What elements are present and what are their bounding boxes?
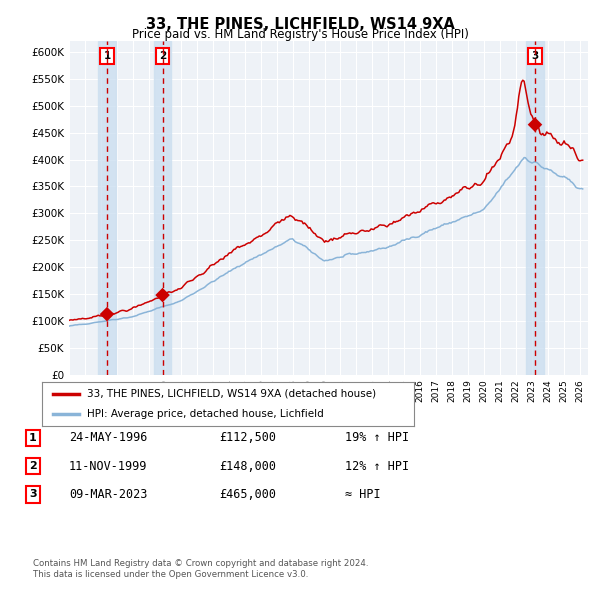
Text: 1: 1 [103,51,110,61]
Point [530,120,540,129]
Text: 3: 3 [29,490,37,499]
Text: Price paid vs. HM Land Registry's House Price Index (HPI): Price paid vs. HM Land Registry's House … [131,28,469,41]
Text: 33, THE PINES, LICHFIELD, WS14 9XA (detached house): 33, THE PINES, LICHFIELD, WS14 9XA (deta… [86,389,376,399]
Point [158,290,167,300]
Text: 3: 3 [532,51,539,61]
Text: HPI: Average price, detached house, Lichfield: HPI: Average price, detached house, Lich… [86,409,323,419]
Bar [154,41,172,375]
Text: 19% ↑ HPI: 19% ↑ HPI [345,431,409,444]
Text: 2: 2 [29,461,37,471]
Text: £465,000: £465,000 [219,488,276,501]
Text: 33, THE PINES, LICHFIELD, WS14 9XA: 33, THE PINES, LICHFIELD, WS14 9XA [146,17,454,31]
Bar [526,41,544,375]
Text: 1: 1 [29,433,37,442]
Text: Contains HM Land Registry data © Crown copyright and database right 2024.: Contains HM Land Registry data © Crown c… [33,559,368,568]
Point [102,309,112,319]
Text: This data is licensed under the Open Government Licence v3.0.: This data is licensed under the Open Gov… [33,571,308,579]
Text: £112,500: £112,500 [219,431,276,444]
Text: 11-NOV-1999: 11-NOV-1999 [69,460,148,473]
Text: 24-MAY-1996: 24-MAY-1996 [69,431,148,444]
Bar [98,41,116,375]
Text: 2: 2 [159,51,166,61]
Text: 12% ↑ HPI: 12% ↑ HPI [345,460,409,473]
Text: £148,000: £148,000 [219,460,276,473]
Text: 09-MAR-2023: 09-MAR-2023 [69,488,148,501]
Text: ≈ HPI: ≈ HPI [345,488,380,501]
